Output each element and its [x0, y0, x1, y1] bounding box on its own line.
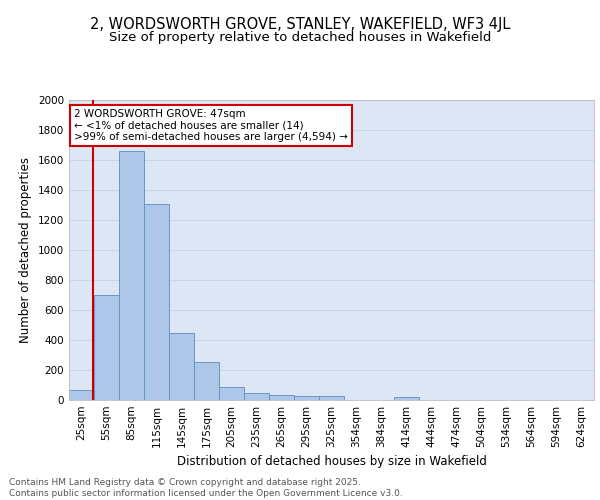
- Text: 2 WORDSWORTH GROVE: 47sqm
← <1% of detached houses are smaller (14)
>99% of semi: 2 WORDSWORTH GROVE: 47sqm ← <1% of detac…: [74, 109, 348, 142]
- Bar: [244, 392, 269, 400]
- Bar: [94, 295, 119, 400]
- Bar: [119, 151, 144, 400]
- Text: Size of property relative to detached houses in Wakefield: Size of property relative to detached ho…: [109, 31, 491, 44]
- X-axis label: Distribution of detached houses by size in Wakefield: Distribution of detached houses by size …: [176, 456, 487, 468]
- Y-axis label: Number of detached properties: Number of detached properties: [19, 157, 32, 343]
- Bar: [69, 390, 94, 400]
- Bar: [269, 395, 294, 400]
- Bar: [294, 396, 319, 400]
- Bar: [169, 333, 194, 400]
- Text: 2, WORDSWORTH GROVE, STANLEY, WAKEFIELD, WF3 4JL: 2, WORDSWORTH GROVE, STANLEY, WAKEFIELD,…: [90, 18, 510, 32]
- Bar: [144, 204, 169, 400]
- Bar: [319, 396, 344, 400]
- Text: Contains HM Land Registry data © Crown copyright and database right 2025.
Contai: Contains HM Land Registry data © Crown c…: [9, 478, 403, 498]
- Bar: [394, 397, 419, 400]
- Bar: [194, 362, 219, 400]
- Bar: [219, 387, 244, 400]
